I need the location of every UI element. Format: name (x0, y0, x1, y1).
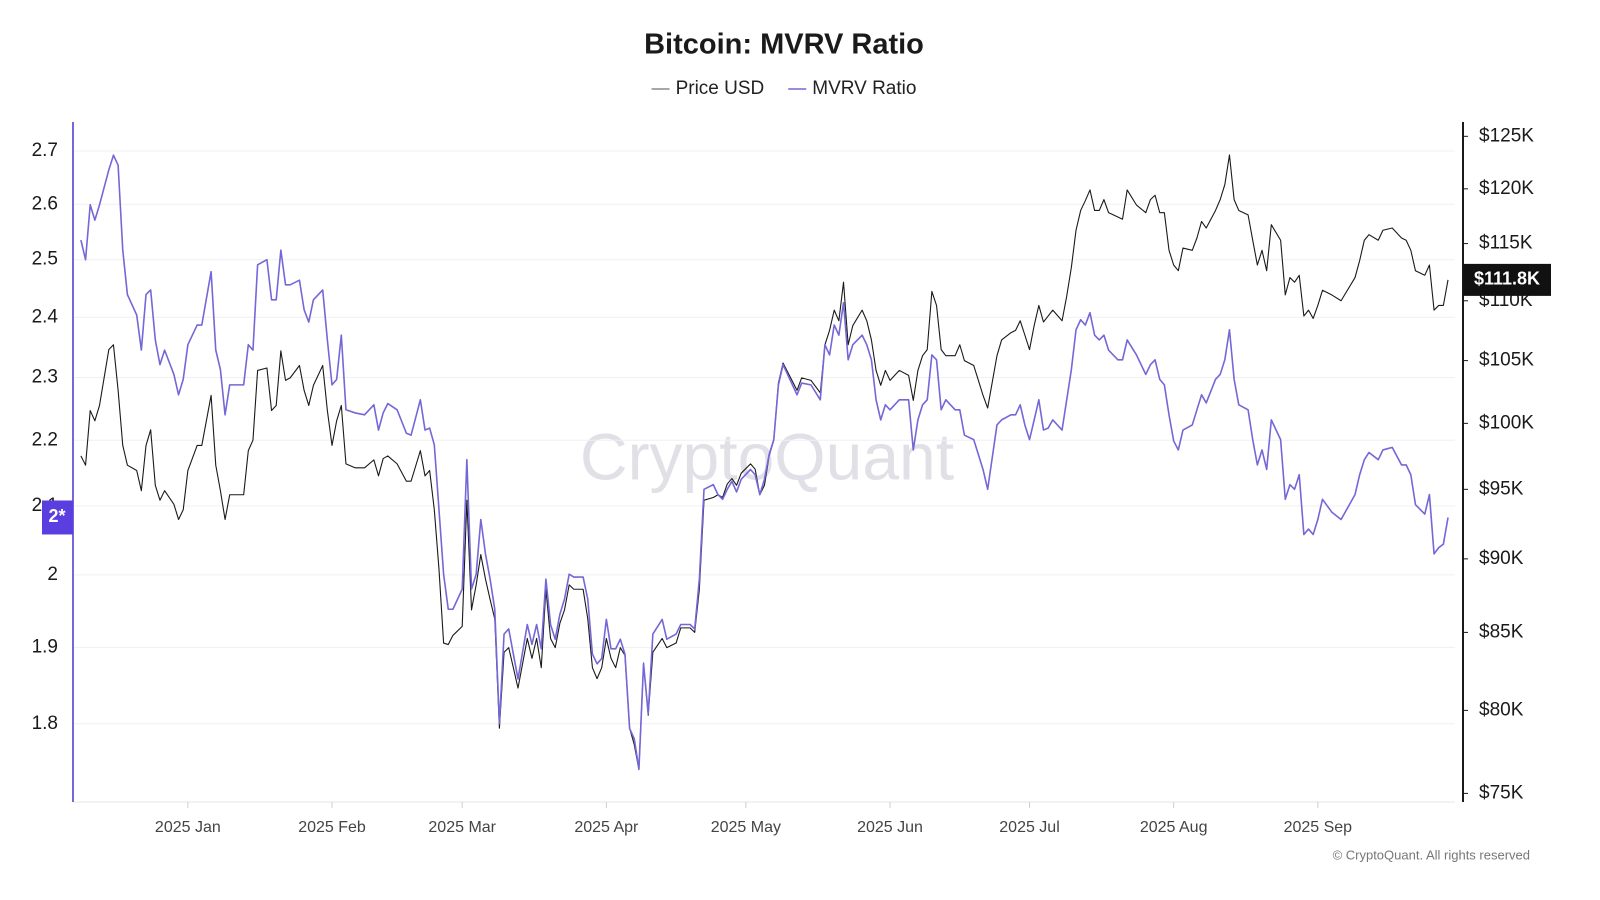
y-tick-label: 2.5 (32, 249, 58, 270)
y-tick-label: 2.4 (32, 306, 59, 327)
y2-tick-label: $80K (1479, 699, 1524, 720)
chart-title: Bitcoin: MVRV Ratio (644, 29, 924, 61)
x-tick-label: 2025 Jun (857, 819, 923, 836)
y2-tick-label: $75K (1479, 782, 1524, 803)
current-price-label: $111.8K (1474, 269, 1540, 289)
y-tick-label: 2.7 (32, 140, 58, 161)
x-tick-label: 2025 Aug (1140, 819, 1208, 836)
x-tick-label: 2025 Jan (155, 819, 221, 836)
y-tick-label: 2 (47, 564, 58, 585)
y2-tick-label: $105K (1479, 350, 1534, 371)
x-tick-label: 2025 Sep (1284, 819, 1353, 836)
series-line (80, 154, 1449, 771)
y-tick-label: 2.2 (32, 429, 58, 450)
x-tick-label: 2025 Mar (428, 819, 496, 836)
current-price-marker (1463, 263, 1551, 296)
legend: Price USD MVRV Ratio (651, 78, 916, 99)
x-tick-label: 2025 Apr (574, 819, 639, 836)
y2-tick-label: $115K (1479, 233, 1533, 254)
watermark: CryptoQuant (580, 419, 954, 493)
y2-tick-label: $85K (1479, 621, 1524, 642)
y2-tick-label: $120K (1479, 178, 1534, 199)
y-tick-label: 1.8 (32, 713, 58, 734)
y2-tick-label: $125K (1479, 125, 1534, 146)
credit: © CryptoQuant. All rights reserved (1333, 847, 1530, 862)
y2-tick-label: $90K (1479, 548, 1524, 569)
legend-label: Price USD (676, 78, 765, 99)
legend-label: MVRV Ratio (812, 78, 916, 99)
x-tick-label: 2025 Jul (999, 819, 1060, 836)
y2-tick-label: $95K (1479, 478, 1524, 499)
x-tick-label: 2025 Feb (298, 819, 366, 836)
current-mvrv-label: 2* (48, 506, 65, 526)
y-tick-label: 2.6 (32, 193, 58, 214)
x-tick-label: 2025 May (711, 819, 781, 836)
y-tick-label: 1.9 (32, 636, 58, 657)
y2-tick-label: $100K (1479, 412, 1534, 433)
current-mvrv-marker (42, 500, 73, 535)
y-tick-label: 2.3 (32, 367, 58, 388)
